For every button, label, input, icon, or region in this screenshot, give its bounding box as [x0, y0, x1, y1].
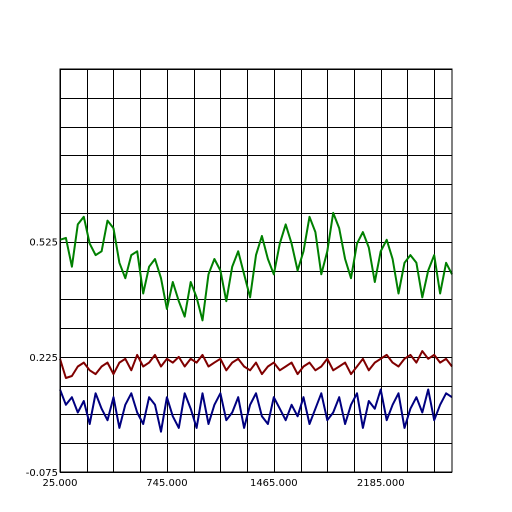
y-tick-label: -0.075 — [26, 468, 58, 479]
grid-layer — [60, 69, 452, 473]
series-line-1 — [59, 211, 453, 322]
series-line-2 — [59, 350, 453, 379]
x-tick-label: 2185.000 — [357, 478, 405, 489]
x-tick-label: 25.000 — [43, 478, 78, 489]
y-tick-label: 0.225 — [29, 353, 58, 364]
series-line-3 — [59, 388, 453, 433]
series-layer — [59, 211, 453, 433]
x-tick-label: 745.000 — [146, 478, 187, 489]
tick-label-layer: 25.000 745.000 1465.000 2185.000 -0.075 0.225… — [26, 238, 405, 489]
x-tick-label: 1465.000 — [250, 478, 298, 489]
y-tick-label: 0.525 — [29, 238, 58, 249]
plot-frame — [59, 68, 453, 473]
